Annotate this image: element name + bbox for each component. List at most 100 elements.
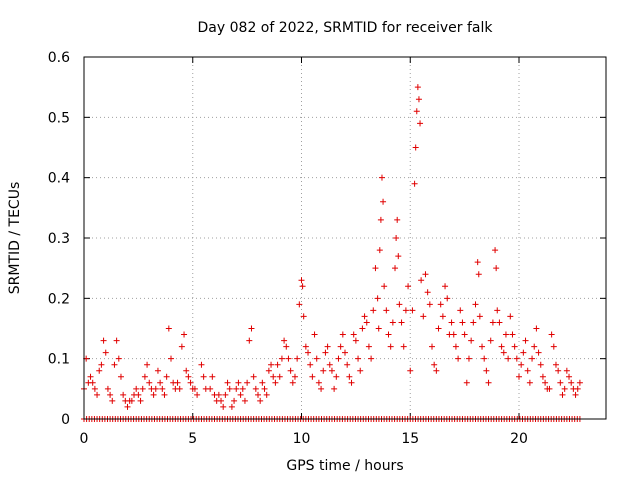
data-point bbox=[87, 373, 94, 380]
x-tick-label: 0 bbox=[80, 431, 89, 447]
data-point bbox=[185, 373, 192, 380]
data-point bbox=[287, 367, 294, 374]
data-point bbox=[476, 313, 483, 320]
data-point bbox=[455, 355, 462, 362]
data-point bbox=[276, 373, 283, 380]
data-point bbox=[246, 337, 253, 344]
data-point bbox=[516, 373, 522, 380]
data-point bbox=[576, 379, 583, 386]
data-point bbox=[183, 367, 190, 374]
data-point bbox=[178, 343, 185, 350]
data-point bbox=[505, 355, 512, 362]
data-point bbox=[414, 84, 421, 91]
data-point bbox=[89, 379, 96, 386]
data-point bbox=[200, 373, 207, 380]
data-point bbox=[302, 343, 309, 350]
data-point bbox=[487, 337, 494, 344]
data-point bbox=[91, 385, 98, 392]
data-point bbox=[289, 379, 296, 386]
data-point bbox=[274, 361, 281, 368]
data-point bbox=[475, 271, 482, 278]
data-point bbox=[176, 385, 183, 392]
data-point bbox=[194, 391, 201, 398]
data-point bbox=[111, 361, 118, 368]
data-point bbox=[529, 355, 536, 362]
data-point bbox=[411, 180, 418, 187]
data-point bbox=[474, 259, 481, 266]
data-point bbox=[518, 361, 525, 368]
data-point bbox=[146, 379, 153, 386]
data-point bbox=[141, 373, 148, 380]
data-point bbox=[479, 343, 486, 350]
data-point bbox=[104, 385, 111, 392]
data-point bbox=[228, 403, 235, 410]
data-point bbox=[163, 373, 170, 380]
data-point bbox=[492, 247, 499, 254]
y-tick-label: 0 bbox=[61, 412, 70, 428]
chart-title: Day 082 of 2022, SRMTID for receiver fal… bbox=[198, 20, 494, 36]
data-point bbox=[187, 379, 194, 386]
x-axis-label: GPS time / hours bbox=[286, 458, 403, 474]
data-point bbox=[381, 283, 388, 290]
data-point bbox=[298, 277, 305, 284]
data-point bbox=[542, 379, 549, 386]
data-point bbox=[524, 367, 531, 374]
data-point bbox=[463, 379, 470, 386]
data-point bbox=[283, 343, 290, 350]
data-point bbox=[335, 355, 342, 362]
data-point bbox=[259, 379, 266, 386]
data-point bbox=[511, 343, 518, 350]
data-point bbox=[387, 343, 394, 350]
data-point bbox=[494, 307, 501, 314]
data-point bbox=[442, 283, 449, 290]
data-point bbox=[481, 355, 488, 362]
data-point bbox=[224, 379, 231, 386]
data-point bbox=[265, 367, 272, 374]
data-point bbox=[239, 385, 246, 392]
data-point bbox=[409, 307, 416, 314]
data-point bbox=[385, 331, 392, 338]
data-point bbox=[322, 349, 329, 356]
x-tick-label: 15 bbox=[401, 431, 419, 447]
data-point bbox=[396, 301, 403, 308]
x-tick-label: 10 bbox=[293, 431, 311, 447]
y-tick-label: 0.5 bbox=[48, 110, 70, 126]
data-point bbox=[311, 331, 318, 338]
data-point bbox=[559, 391, 566, 398]
data-point bbox=[374, 295, 381, 302]
data-point bbox=[115, 355, 122, 362]
data-point bbox=[368, 355, 375, 362]
y-tick-label: 0.3 bbox=[48, 231, 70, 247]
data-point bbox=[452, 343, 459, 350]
data-point bbox=[394, 216, 401, 223]
data-point bbox=[550, 343, 557, 350]
data-point bbox=[307, 361, 314, 368]
data-point bbox=[546, 385, 553, 392]
data-point bbox=[318, 385, 325, 392]
data-point bbox=[207, 385, 214, 392]
data-point bbox=[418, 277, 425, 284]
data-point bbox=[539, 373, 546, 380]
data-point bbox=[407, 367, 414, 374]
data-point bbox=[498, 343, 505, 350]
data-point bbox=[357, 367, 364, 374]
y-tick-label: 0.4 bbox=[48, 171, 70, 187]
data-point bbox=[415, 96, 422, 103]
data-point bbox=[461, 331, 468, 338]
data-point bbox=[296, 301, 303, 308]
data-point bbox=[398, 319, 405, 326]
data-point bbox=[96, 367, 103, 374]
data-point bbox=[533, 325, 540, 332]
x-tick-label: 5 bbox=[188, 431, 197, 447]
data-point bbox=[509, 331, 516, 338]
data-point bbox=[520, 349, 527, 356]
data-point bbox=[291, 373, 298, 380]
data-point bbox=[435, 325, 442, 332]
data-point bbox=[222, 391, 229, 398]
data-point bbox=[377, 216, 384, 223]
data-point bbox=[378, 174, 385, 181]
data-point bbox=[281, 337, 288, 344]
data-point bbox=[555, 367, 562, 374]
data-point bbox=[120, 391, 127, 398]
